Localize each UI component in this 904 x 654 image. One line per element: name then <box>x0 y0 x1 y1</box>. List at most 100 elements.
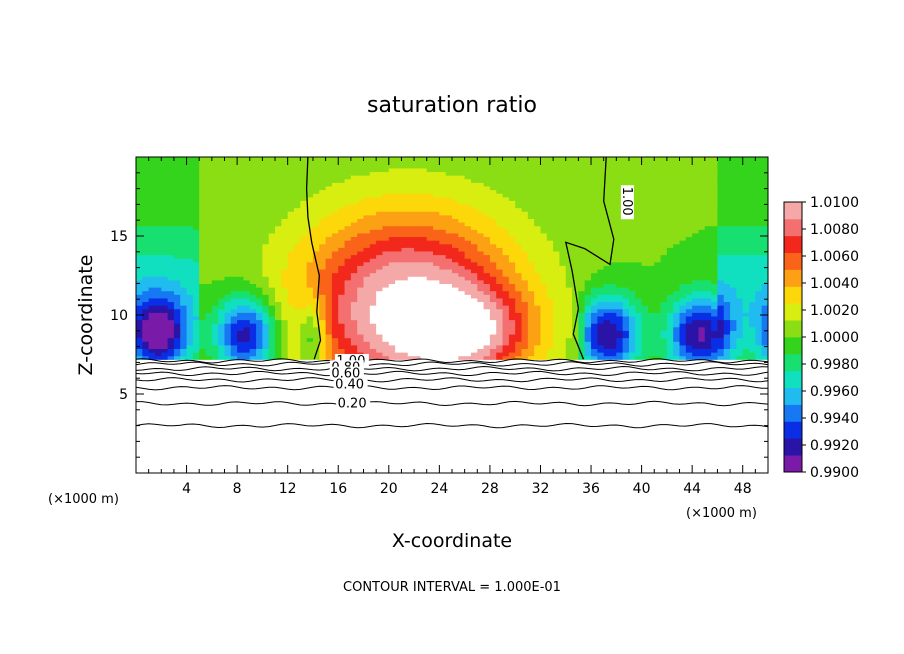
heatmap-cell <box>243 352 251 357</box>
heatmap-cell <box>546 308 554 313</box>
heatmap-cell <box>300 203 308 209</box>
heatmap-cell <box>420 211 428 216</box>
heatmap-cell <box>262 157 270 162</box>
heatmap-cell <box>502 290 510 295</box>
heatmap-cell <box>237 326 245 331</box>
heatmap-cell <box>439 185 447 191</box>
heatmap-cell <box>521 182 529 187</box>
heatmap-cell <box>300 207 308 212</box>
heatmap-cell <box>622 171 630 176</box>
heatmap-cell <box>344 326 352 331</box>
heatmap-cell <box>489 355 497 360</box>
heatmap-cell <box>553 243 561 248</box>
heatmap-cell <box>319 323 327 328</box>
heatmap-cell <box>205 236 213 241</box>
heatmap-cell <box>692 279 700 284</box>
heatmap-cell <box>439 344 447 350</box>
heatmap-cell <box>464 207 472 212</box>
heatmap-cell <box>610 229 617 234</box>
heatmap-cell <box>578 319 586 324</box>
heatmap-cell <box>470 157 478 162</box>
heatmap-cell <box>420 196 428 201</box>
heatmap-cell <box>603 218 611 223</box>
heatmap-cell <box>647 243 655 248</box>
heatmap-cell <box>275 319 282 324</box>
heatmap-cell <box>565 272 573 277</box>
heatmap-cell <box>199 243 207 248</box>
heatmap-cell <box>508 330 516 335</box>
heatmap-cell <box>268 344 276 350</box>
heatmap-cell <box>584 315 592 321</box>
heatmap-cell <box>224 258 232 263</box>
heatmap-cell <box>546 323 554 328</box>
heatmap-cell <box>470 323 478 328</box>
heatmap-cell <box>281 171 289 176</box>
heatmap-cell <box>256 232 263 238</box>
heatmap-cell <box>647 178 655 183</box>
heatmap-cell <box>654 185 662 191</box>
heatmap-cell <box>136 207 143 212</box>
heatmap-cell <box>369 297 377 303</box>
heatmap-cell <box>502 305 510 310</box>
heatmap-cell <box>331 229 339 234</box>
heatmap-cell <box>331 164 339 169</box>
heatmap-cell <box>249 261 257 266</box>
heatmap-cell <box>388 319 396 324</box>
heatmap-cell <box>376 305 384 310</box>
heatmap-cell <box>300 276 308 281</box>
heatmap-cell <box>186 308 194 313</box>
heatmap-cell <box>666 178 674 183</box>
heatmap-cell <box>502 297 510 303</box>
heatmap-cell <box>173 265 181 270</box>
heatmap-cell <box>641 323 649 328</box>
heatmap-cell <box>218 261 226 266</box>
heatmap-cell <box>483 348 491 353</box>
heatmap-cell <box>673 355 681 360</box>
heatmap-cell <box>388 243 396 248</box>
heatmap-cell <box>262 272 270 277</box>
heatmap-cell <box>192 193 200 198</box>
heatmap-cell <box>275 250 282 256</box>
heatmap-cell <box>338 193 346 198</box>
heatmap-cell <box>603 236 611 241</box>
heatmap-cell <box>464 182 472 187</box>
heatmap-cell <box>489 319 497 324</box>
heatmap-cell <box>192 189 200 194</box>
heatmap-cell <box>350 247 358 252</box>
heatmap-cell <box>654 247 662 252</box>
heatmap-cell <box>527 157 535 162</box>
heatmap-cell <box>237 330 245 335</box>
heatmap-cell <box>331 250 339 256</box>
heatmap-cell <box>470 290 478 295</box>
heatmap-cell <box>205 211 213 216</box>
heatmap-cell <box>654 326 662 331</box>
heatmap-cell <box>142 229 150 234</box>
heatmap-cell <box>610 232 617 238</box>
heatmap-cell <box>338 157 346 162</box>
heatmap-cell <box>388 294 396 299</box>
heatmap-cell <box>565 323 573 328</box>
heatmap-cell <box>470 268 478 274</box>
heatmap-cell <box>534 305 542 310</box>
heatmap-cell <box>243 261 251 266</box>
heatmap-cell <box>660 175 668 180</box>
heatmap-cell <box>660 218 668 223</box>
heatmap-cell <box>211 211 219 216</box>
heatmap-cell <box>654 297 662 303</box>
heatmap-cell <box>534 268 542 274</box>
heatmap-cell <box>565 326 573 331</box>
heatmap-cell <box>565 182 573 187</box>
heatmap-cell <box>350 218 358 223</box>
heatmap-cell <box>458 355 466 360</box>
heatmap-cell <box>635 193 643 198</box>
heatmap-cell <box>167 258 175 263</box>
heatmap-cell <box>224 352 232 357</box>
heatmap-cell <box>199 189 207 194</box>
heatmap-cell <box>154 160 162 165</box>
heatmap-cell <box>262 232 270 238</box>
heatmap-cell <box>173 222 181 227</box>
heatmap-cell <box>395 236 403 241</box>
heatmap-cell <box>433 157 440 162</box>
heatmap-cell <box>395 182 403 187</box>
heatmap-cell <box>275 196 282 201</box>
